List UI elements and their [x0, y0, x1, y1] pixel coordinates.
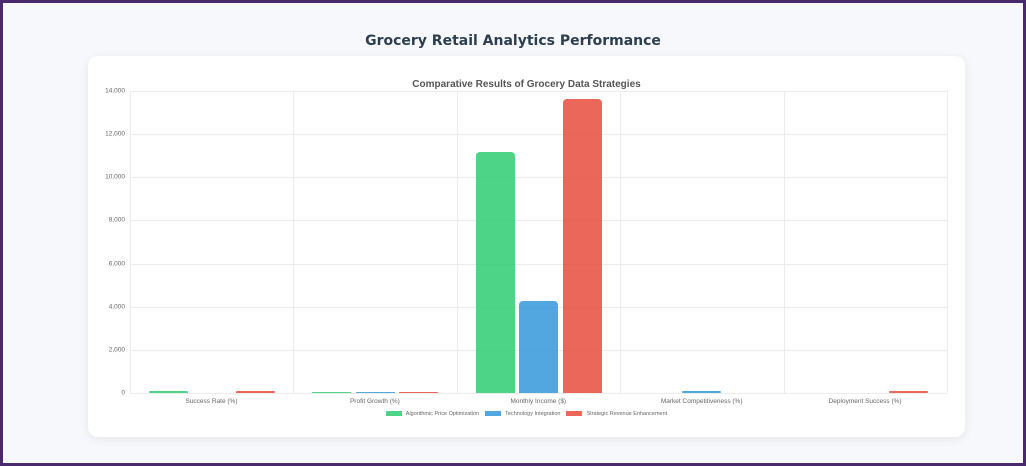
chart-card: Comparative Results of Grocery Data Stra… [88, 56, 965, 437]
x-tick-label: Deployment Success (%) [828, 398, 902, 405]
gridline [130, 177, 947, 179]
legend-swatch-icon [566, 411, 583, 417]
gridline [130, 393, 947, 394]
y-tick-label: 0 [121, 389, 125, 397]
vertical-gridline [947, 91, 948, 393]
bar[interactable] [399, 391, 439, 393]
page-title: Grocery Retail Analytics Performance [365, 33, 661, 49]
chart-legend: Algorithmic Price Optimization Technology… [88, 411, 965, 417]
y-tick-label: 4,000 [108, 303, 125, 311]
y-tick-label: 8,000 [108, 216, 125, 224]
plot-area: 0 2,000 4,000 6,000 8,000 10,000 12,000 14,000 S… [105, 88, 948, 405]
y-tick-label: 10,000 [105, 173, 125, 181]
bar[interactable] [355, 391, 395, 393]
vertical-gridline [130, 91, 131, 393]
y-tick-label: 2,000 [108, 346, 125, 354]
legend-item[interactable]: Algorithmic Price Optimization [385, 411, 480, 417]
legend-label: Technology Integration [505, 411, 561, 417]
gridline [130, 91, 947, 92]
chart-title: Comparative Results of Grocery Data Stra… [412, 79, 641, 90]
vertical-gridline [456, 91, 458, 393]
vertical-gridline [293, 91, 295, 393]
bar[interactable] [562, 98, 602, 393]
y-tick-label: 14,000 [105, 87, 125, 95]
legend-item[interactable]: Strategic Revenue Enhancement [566, 411, 667, 417]
bar[interactable] [475, 152, 515, 393]
x-tick-label: Market Competitiveness (%) [660, 398, 743, 405]
gridline [130, 263, 947, 265]
legend-label: Algorithmic Price Optimization [405, 411, 480, 417]
x-tick-label: Profit Growth (%) [349, 398, 400, 405]
gridline [130, 220, 947, 222]
legend-swatch-icon [485, 411, 502, 417]
page-frame: Grocery Retail Analytics Performance Com… [3, 3, 1023, 463]
bar[interactable] [889, 391, 929, 393]
bar[interactable] [312, 391, 352, 393]
x-tick-label: Monthly Income ($) [510, 398, 567, 405]
bar[interactable] [148, 391, 188, 393]
legend-label: Strategic Revenue Enhancement [586, 411, 668, 417]
y-tick-label: 6,000 [108, 260, 125, 268]
bar[interactable] [235, 391, 275, 393]
y-tick-label: 12,000 [105, 130, 125, 138]
legend-item[interactable]: Technology Integration [485, 411, 560, 417]
legend-swatch-icon [385, 411, 402, 417]
vertical-gridline [783, 91, 785, 393]
vertical-gridline [620, 91, 622, 393]
x-tick-label: Success Rate (%) [185, 398, 238, 405]
bar[interactable] [519, 300, 558, 393]
gridline [130, 134, 947, 136]
bar[interactable] [682, 391, 722, 393]
